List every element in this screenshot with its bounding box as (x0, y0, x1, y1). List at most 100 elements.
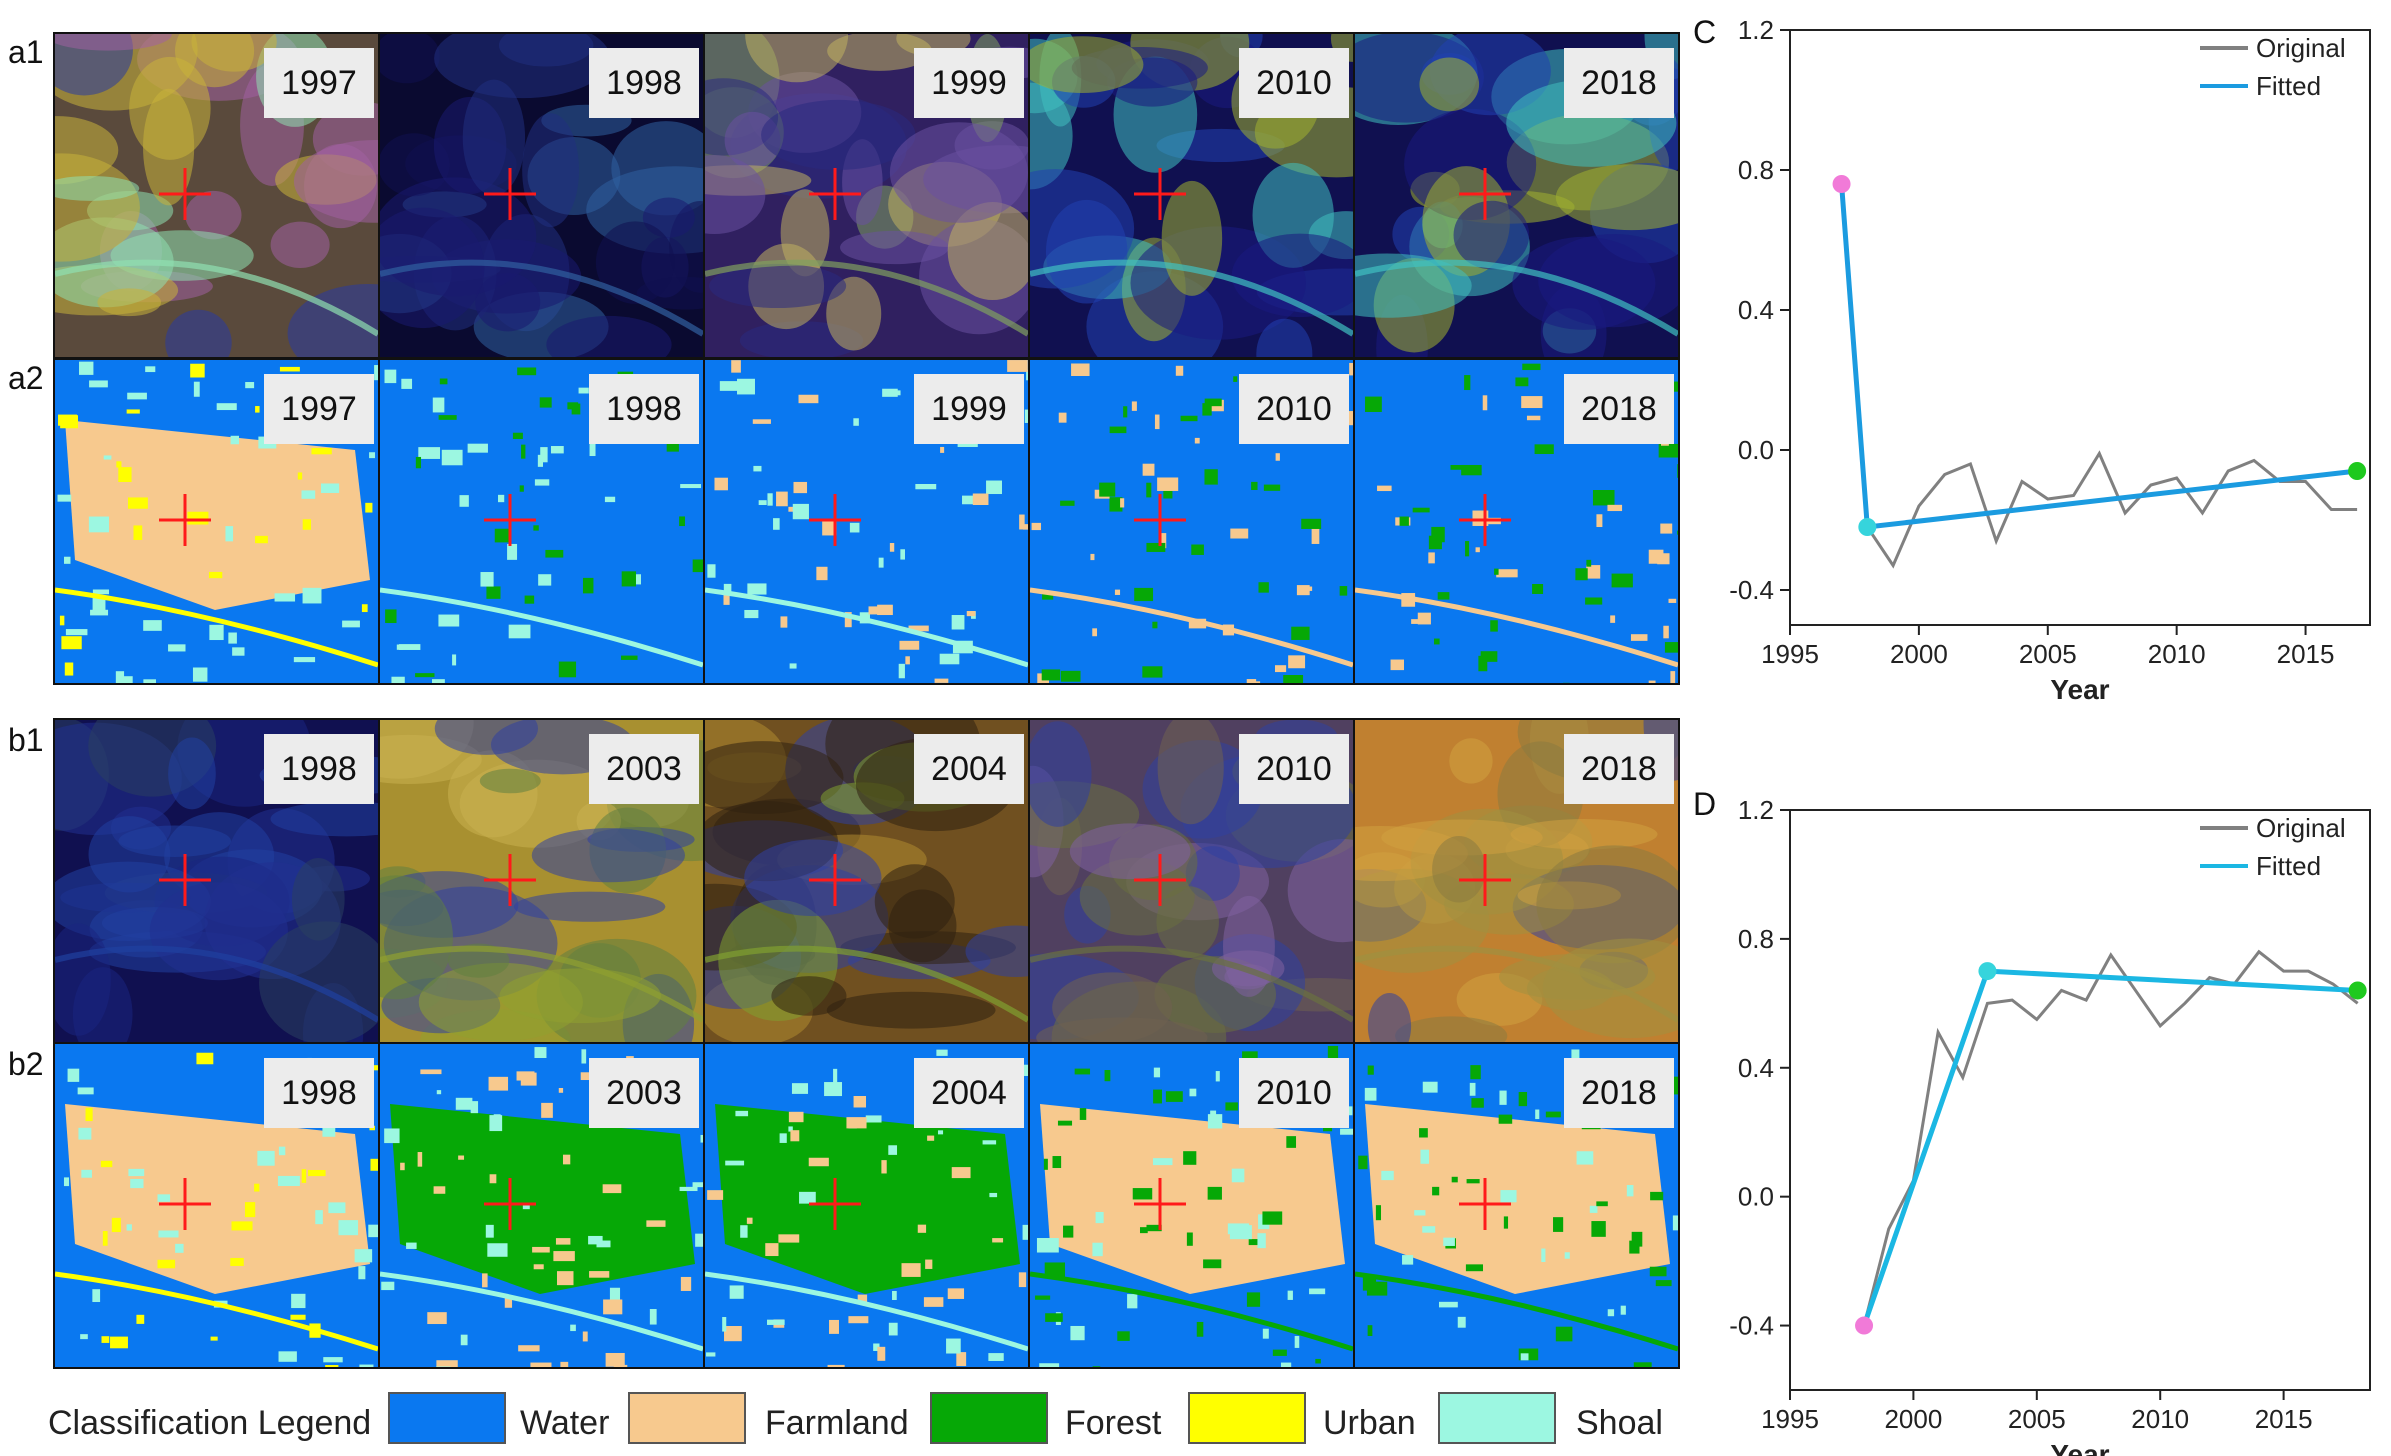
class-patch (1534, 444, 1554, 455)
class-patch (254, 1183, 260, 1192)
class-patch (81, 1169, 92, 1178)
class-patch (533, 525, 539, 531)
class-patch (878, 557, 884, 568)
class-patch (508, 624, 531, 639)
class-patch (966, 611, 976, 617)
class-patch (1610, 615, 1616, 623)
river-channel (55, 945, 378, 1023)
class-patch (1592, 490, 1615, 506)
tile-image (380, 1044, 703, 1367)
plot-frame (1789, 29, 2371, 626)
class-patch (605, 1352, 625, 1367)
texture-patch (380, 875, 453, 1000)
class-patch (533, 1264, 544, 1270)
year-label: 2010 (1239, 734, 1349, 804)
class-patch (157, 1259, 176, 1269)
class-patch (1664, 642, 1678, 653)
class-patch (1377, 485, 1392, 492)
class-patch (901, 1263, 921, 1277)
y-tick-label: 1.2 (1738, 795, 1774, 825)
class-patch (773, 518, 780, 530)
class-patch (1210, 1110, 1217, 1122)
class-patch (550, 446, 564, 454)
class-patch (744, 609, 759, 619)
class-patch (64, 662, 74, 676)
class-patch (61, 636, 82, 650)
class-patch (196, 1052, 214, 1065)
class-patch (1142, 666, 1163, 678)
year-label: 2018 (1564, 1058, 1674, 1128)
class-patch (143, 620, 162, 631)
year-label: 1997 (264, 374, 374, 444)
class-patch (278, 1146, 286, 1156)
texture-patch (165, 309, 232, 357)
class-patch (1152, 1158, 1173, 1166)
class-patch (899, 640, 920, 650)
class-patch (1490, 620, 1498, 632)
class-patch (417, 1152, 423, 1167)
class-patch (1309, 1288, 1326, 1295)
tile-a1-1997: 1997 (53, 32, 380, 359)
x-tick-label: 2000 (1884, 1404, 1942, 1434)
class-patch (602, 1184, 622, 1194)
class-patch (245, 382, 255, 389)
class-patch (791, 1083, 809, 1094)
class-patch (925, 1259, 933, 1269)
class-patch (1532, 583, 1544, 594)
boundary-line (705, 1271, 1028, 1352)
class-patch (580, 1072, 590, 1081)
x-tick-label: 2010 (2148, 639, 2206, 669)
class-patch (1194, 437, 1200, 444)
class-patch (436, 1360, 458, 1367)
year-label: 2010 (1239, 1058, 1349, 1128)
breakpoint-marker (1978, 962, 1997, 981)
class-patch (90, 609, 109, 616)
texture-patch (744, 839, 882, 917)
class-patch (277, 1175, 300, 1187)
class-patch (1499, 1090, 1507, 1105)
legend-label-water: Water (520, 1404, 610, 1442)
legend-label-original: Original (2256, 813, 2346, 843)
class-patch (1571, 1049, 1580, 1060)
class-patch (553, 1251, 575, 1262)
texture-patch (1030, 36, 1144, 93)
class-patch (940, 446, 945, 453)
class-patch (1104, 1070, 1111, 1082)
tile-image (705, 1044, 1028, 1367)
class-patch (1246, 1292, 1261, 1307)
class-patch (537, 454, 543, 467)
texture-patch (889, 122, 1028, 223)
class-patch (498, 494, 505, 503)
class-patch (374, 365, 378, 381)
class-patch (765, 1243, 779, 1257)
class-patch (788, 1126, 793, 1132)
class-patch (1036, 1238, 1059, 1253)
class-patch (1589, 1205, 1598, 1213)
series-line-original (1862, 949, 2359, 1326)
class-patch (570, 1324, 576, 1332)
class-patch (1039, 1363, 1060, 1367)
class-patch (556, 1271, 574, 1286)
class-patch (1294, 1335, 1300, 1348)
class-patch (792, 503, 809, 520)
class-patch (301, 490, 316, 499)
class-patch (1620, 1305, 1626, 1315)
class-patch (1367, 1065, 1374, 1075)
class-patch (291, 1293, 306, 1309)
class-patch (192, 667, 208, 682)
class-patch (917, 1224, 927, 1233)
class-patch (308, 1170, 326, 1177)
class-patch (1521, 396, 1543, 409)
tile-a2-1999: 1999 (703, 358, 1030, 685)
texture-patch (1157, 720, 1224, 825)
class-patch (1134, 587, 1154, 602)
texture-patch (1224, 964, 1272, 990)
year-label: 1998 (264, 1058, 374, 1128)
texture-patch (129, 56, 211, 160)
class-patch (1428, 552, 1435, 564)
class-patch (110, 1336, 128, 1349)
class-patch (541, 1102, 553, 1118)
class-patch (1327, 1045, 1339, 1058)
texture-patch (55, 34, 172, 51)
class-patch (358, 1266, 366, 1280)
